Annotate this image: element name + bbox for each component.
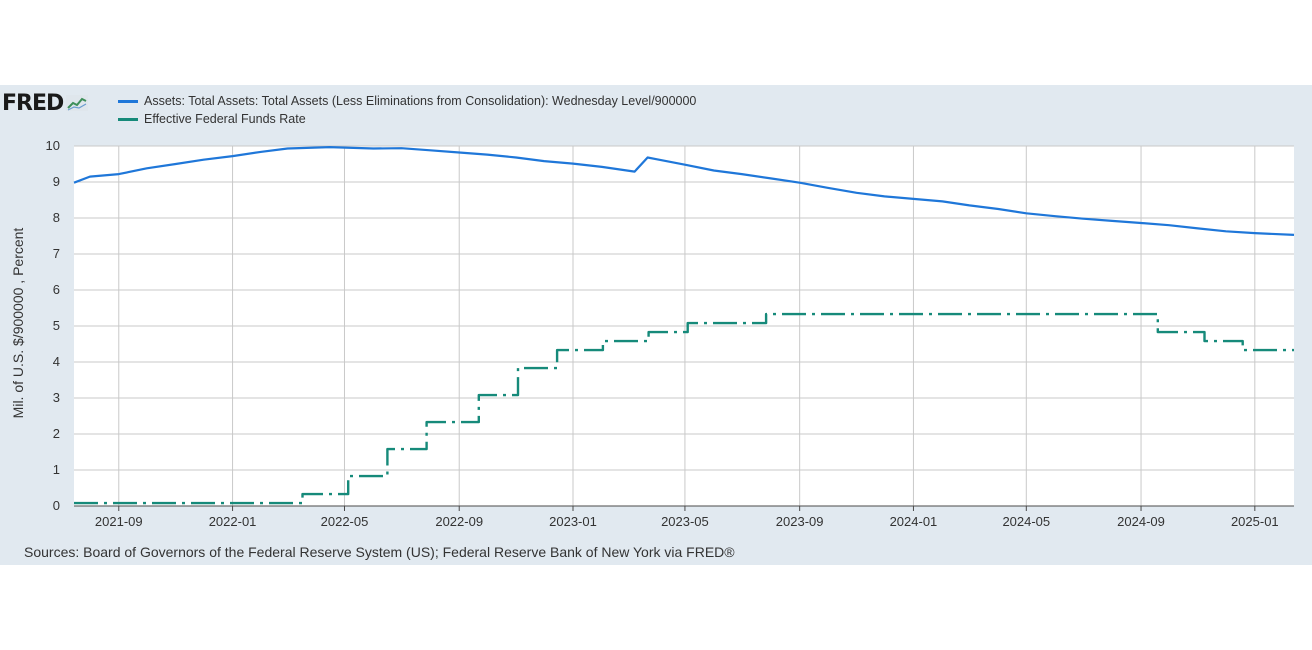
x-tick-label: 2024-01 [890, 514, 938, 529]
y-tick-label: 10 [46, 138, 60, 153]
series-line-assets [73, 146, 1295, 236]
y-tick-label: 5 [53, 318, 60, 333]
x-tick-label: 2021-09 [95, 514, 143, 529]
legend-item-effr[interactable]: Effective Federal Funds Rate [118, 111, 306, 127]
y-tick-label: 6 [53, 282, 60, 297]
x-tick-label: 2023-01 [549, 514, 597, 529]
y-tick-label: 2 [53, 426, 60, 441]
source-note: Sources: Board of Governors of the Feder… [24, 544, 735, 560]
x-tick-label: 2025-01 [1231, 514, 1279, 529]
x-tick-label: 2024-09 [1117, 514, 1165, 529]
legend-label-effr: Effective Federal Funds Rate [144, 112, 306, 126]
x-tick-label: 2023-09 [776, 514, 824, 529]
y-tick-label: 0 [53, 498, 60, 513]
y-tick-label: 8 [53, 210, 60, 225]
x-tick-label: 2022-05 [321, 514, 369, 529]
legend-swatch-assets [118, 99, 138, 103]
y-tick-label: 7 [53, 246, 60, 261]
x-tick-label: 2024-05 [1002, 514, 1050, 529]
trend-chart-icon [66, 95, 89, 111]
y-tick-label: 3 [53, 390, 60, 405]
y-tick-label: 9 [53, 174, 60, 189]
series-line-effr [74, 312, 1294, 505]
fred-logo-text: FRED [2, 90, 64, 116]
x-tick-label: 2023-05 [661, 514, 709, 529]
x-tick-label: 2022-01 [209, 514, 257, 529]
y-tick-label: 1 [53, 462, 60, 477]
fred-logo[interactable]: FRED [2, 90, 89, 116]
y-tick-label: 4 [53, 354, 60, 369]
legend-label-assets: Assets: Total Assets: Total Assets (Less… [144, 94, 697, 108]
x-tick-label: 2022-09 [435, 514, 483, 529]
legend-swatch-effr [118, 117, 138, 121]
legend-item-assets[interactable]: Assets: Total Assets: Total Assets (Less… [118, 93, 696, 109]
